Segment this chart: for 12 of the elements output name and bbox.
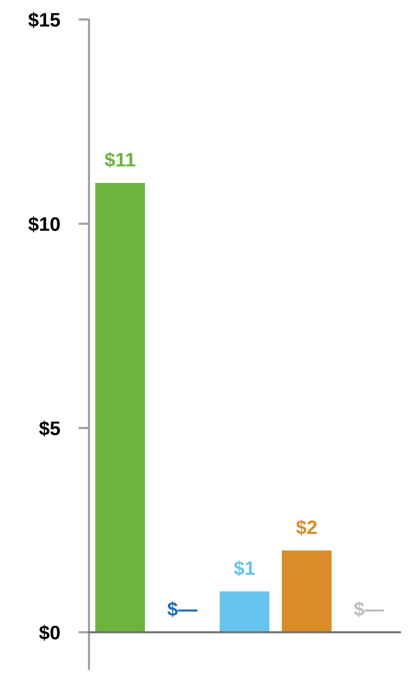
y-tick-label: $15 xyxy=(28,12,60,28)
data-label: $— xyxy=(167,601,198,618)
data-label: $2 xyxy=(296,520,317,536)
data-label: $1 xyxy=(234,560,255,576)
bar xyxy=(95,182,145,632)
data-label: $— xyxy=(354,601,384,618)
bar xyxy=(220,591,270,632)
bar xyxy=(282,550,332,632)
y-tick-label: $10 xyxy=(28,216,60,232)
data-label: $11 xyxy=(104,152,136,168)
y-tick-label: $5 xyxy=(39,420,60,436)
y-tick-label: $0 xyxy=(39,624,60,641)
